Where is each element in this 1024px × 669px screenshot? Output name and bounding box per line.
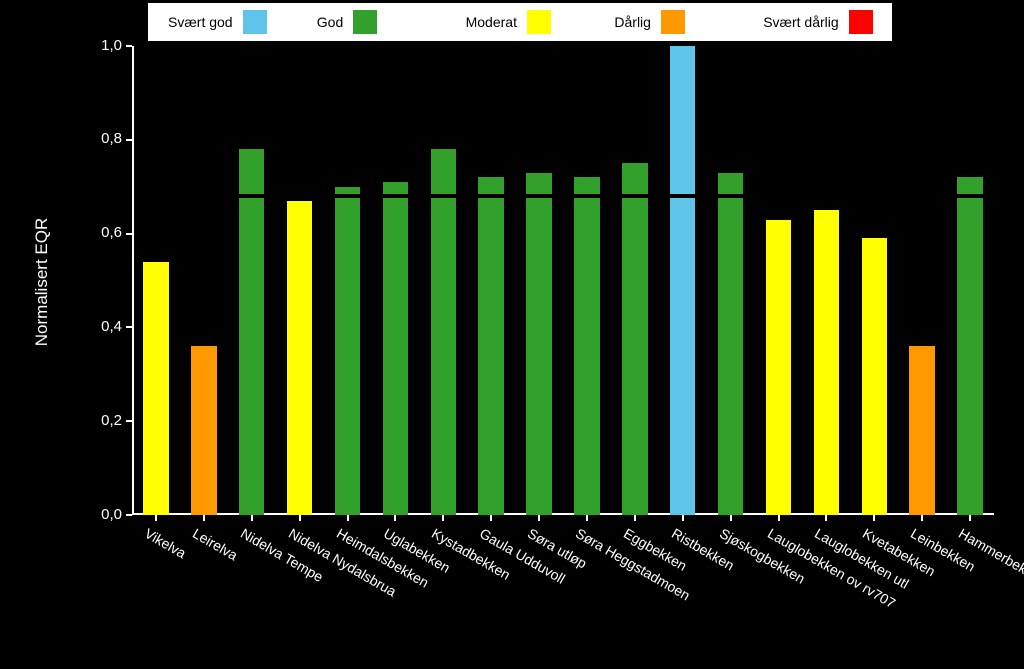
x-tick-mark	[299, 515, 301, 521]
x-tick-mark	[969, 515, 971, 521]
x-tick-label: Nidelva Tempe	[238, 525, 326, 585]
bar	[526, 173, 551, 515]
bar	[239, 149, 264, 515]
y-tick-label: 0,2	[82, 412, 122, 429]
legend-swatch	[243, 10, 267, 34]
x-tick-mark	[347, 515, 349, 521]
y-axis-line	[132, 46, 134, 515]
bar	[957, 177, 982, 515]
x-tick-mark	[538, 515, 540, 521]
x-tick-mark	[730, 515, 732, 521]
legend-swatch	[527, 10, 551, 34]
bar	[814, 210, 839, 515]
threshold-segment	[430, 194, 457, 198]
y-tick-mark	[126, 514, 132, 516]
x-tick-mark	[442, 515, 444, 521]
bar	[287, 201, 312, 515]
legend-swatch	[353, 10, 377, 34]
x-tick-mark	[586, 515, 588, 521]
legend-swatch	[849, 10, 873, 34]
y-tick-label: 0,6	[82, 224, 122, 241]
legend-box: Svært god God Moderat Dårlig Svært dårlig	[148, 3, 892, 41]
legend-item: Svært god	[148, 10, 297, 34]
threshold-segment	[956, 194, 983, 198]
legend-label: Moderat	[466, 14, 517, 30]
threshold-segment	[525, 194, 552, 198]
x-tick-mark	[203, 515, 205, 521]
bar	[862, 238, 887, 515]
threshold-segment	[334, 194, 361, 198]
y-tick-label: 1,0	[82, 37, 122, 54]
legend-label: Dårlig	[614, 14, 651, 30]
bar	[478, 177, 503, 515]
x-tick-mark	[155, 515, 157, 521]
threshold-segment	[908, 194, 935, 198]
legend-item: Moderat	[446, 10, 595, 34]
legend-label: God	[317, 14, 343, 30]
threshold-segment	[238, 194, 265, 198]
bar	[143, 262, 168, 515]
y-tick-mark	[126, 139, 132, 141]
bar	[670, 46, 695, 515]
bar	[431, 149, 456, 515]
legend-swatch	[661, 10, 685, 34]
legend-item: Dårlig	[594, 10, 743, 34]
threshold-segment	[477, 194, 504, 198]
x-tick-mark	[682, 515, 684, 521]
x-tick-mark	[921, 515, 923, 521]
x-tick-mark	[825, 515, 827, 521]
y-tick-label: 0,8	[82, 130, 122, 147]
y-tick-label: 0,0	[82, 506, 122, 523]
threshold-segment	[573, 194, 600, 198]
bar	[383, 182, 408, 515]
x-tick-label: Vikelva	[142, 525, 189, 561]
bar	[622, 163, 647, 515]
bar-chart: Svært god God Moderat Dårlig Svært dårlig No…	[0, 0, 1024, 669]
bar	[191, 346, 216, 515]
threshold-segment	[286, 194, 313, 198]
threshold-segment	[382, 194, 409, 198]
x-tick-label: Leirelva	[190, 525, 240, 563]
threshold-segment	[717, 194, 744, 198]
threshold-segment	[621, 194, 648, 198]
x-tick-mark	[251, 515, 253, 521]
x-tick-mark	[394, 515, 396, 521]
x-tick-mark	[490, 515, 492, 521]
bar	[574, 177, 599, 515]
bar	[909, 346, 934, 515]
legend-item: Svært dårlig	[743, 10, 892, 34]
legend-label: Svært god	[168, 14, 233, 30]
x-tick-mark	[634, 515, 636, 521]
y-tick-label: 0,4	[82, 318, 122, 335]
plot-area: 0,00,20,40,60,81,0VikelvaLeirelvaNidelva…	[132, 46, 994, 515]
bar	[718, 173, 743, 515]
x-tick-mark	[778, 515, 780, 521]
bar	[335, 187, 360, 515]
bar	[766, 220, 791, 515]
threshold-segment	[669, 194, 696, 198]
y-tick-mark	[126, 420, 132, 422]
y-tick-mark	[126, 45, 132, 47]
y-axis-title: Normalisert EQR	[32, 182, 52, 382]
legend-item: God	[297, 10, 446, 34]
y-tick-mark	[126, 326, 132, 328]
y-tick-mark	[126, 233, 132, 235]
x-tick-mark	[873, 515, 875, 521]
legend-label: Svært dårlig	[763, 14, 838, 30]
